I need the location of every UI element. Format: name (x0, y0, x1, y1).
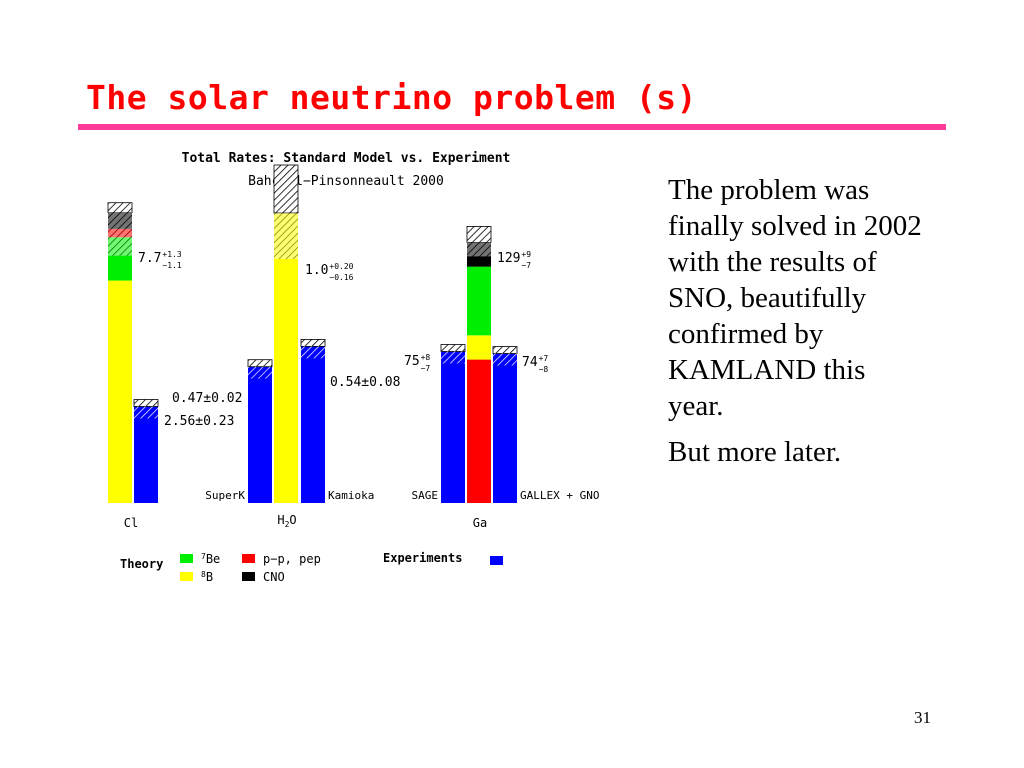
paragraph-solution: The problem was finally solved in 2002 w… (668, 174, 922, 422)
group-ga-experiment-bar-1 (441, 351, 465, 503)
legend-label-cno: CNO (263, 570, 285, 584)
legend-label-pp_pep: p−p, pep (263, 552, 321, 566)
legend-swatch-cno (242, 572, 255, 581)
group-h2o-label: H2O (277, 513, 296, 529)
legend-swatch-pp_pep (242, 554, 255, 563)
group-ga-experiment-error-down-1 (441, 351, 465, 364)
group-ga-experiment-error-up-1 (440, 344, 466, 352)
group-h2o-experiment-label-1: 0.47±0.02 (172, 391, 242, 406)
group-h2o-experiment-bar-1 (248, 366, 272, 503)
group-ga-experiment-label-2-value: 74 (522, 355, 538, 370)
group-ga-theory-label-err-up: +9 (521, 250, 531, 259)
group-cl-label: Cl (124, 516, 138, 530)
group-ga-theory-error-up (466, 226, 492, 243)
group-h2o-experiment-label-2: 0.54±0.08 (330, 375, 400, 390)
group-h2o-experiment-error-up-1 (247, 359, 273, 368)
legend-experiments-title: Experiments (383, 551, 462, 565)
group-ga-theory-be7-bar (467, 266, 491, 336)
legend-theory-title: Theory (120, 557, 163, 571)
group-h2o-theory-error-down (274, 213, 298, 259)
group-ga-theory-error-down (467, 242, 491, 257)
chart-title: Total Rates: Standard Model vs. Experime… (182, 151, 511, 166)
slide-number: 31 (914, 708, 931, 727)
group-h2o-theory-label-value: 1.0 (305, 263, 328, 278)
group-ga-experiment-name-2: GALLEX + GNO (520, 489, 599, 502)
group-cl-experiment-error-down-1 (134, 406, 158, 419)
group-ga-experiment-label-1-value: 75 (404, 354, 420, 369)
slide-title: The solar neutrino problem (s) (86, 78, 698, 117)
group-h2o-theory-error-up (273, 164, 299, 214)
group-cl-experiment-error-up-1 (133, 399, 159, 407)
paragraph-more-later: But more later. (668, 436, 842, 468)
group-cl-experiment-label-1: 2.56±0.23 (164, 414, 234, 429)
group-ga-label: Ga (473, 516, 487, 530)
legend-swatch-be7 (180, 554, 193, 563)
group-ga-experiment-label-1-err-down: −7 (421, 364, 431, 373)
group-ga-experiment-error-down-2 (493, 353, 517, 366)
group-h2o-experiment-error-up-2 (300, 338, 326, 347)
group-cl-theory-error-up (107, 202, 133, 214)
group-h2o-theory-label-err-up: +0.20 (329, 262, 353, 271)
group-h2o-experiment-bar-2 (301, 346, 325, 503)
legend-experiments-swatch (490, 556, 503, 565)
group-cl-experiment-bar-1 (134, 406, 158, 503)
group-h2o-experiment-name-1: SuperK (205, 489, 245, 502)
group-ga-theory-pp_pep-bar (467, 359, 491, 503)
group-cl-theory-error-down (108, 212, 132, 256)
group-ga-experiment-label-2-err-down: −8 (539, 365, 549, 374)
group-h2o-theory-label-err-down: −0.16 (329, 273, 353, 282)
group-cl-theory-label-err-down: −1.1 (162, 261, 181, 270)
legend-label-b8: 8B (201, 570, 213, 584)
group-h2o-experiment-error-down-1 (248, 366, 272, 379)
group-h2o-theory-b8-bar (274, 213, 298, 503)
legend-label-be7: 7Be (201, 552, 220, 566)
title-underline (78, 124, 946, 130)
group-ga-experiment-bar-2 (493, 353, 517, 503)
group-ga-theory-b8-bar (467, 335, 491, 360)
group-ga-experiment-name-1: SAGE (412, 489, 439, 502)
group-ga-theory-label-err-down: −7 (521, 261, 531, 270)
group-h2o-experiment-error-down-2 (301, 346, 325, 359)
group-cl-theory-b8-bar (108, 280, 132, 503)
group-ga-experiment-error-up-2 (492, 346, 518, 354)
side-text: The problem was finally solved in 2002 w… (668, 172, 928, 480)
group-ga-experiment-label-2-err-up: +7 (539, 354, 549, 363)
legend-swatch-b8 (180, 572, 193, 581)
group-cl-theory-label-value: 7.7 (138, 251, 161, 266)
group-cl-theory-label-err-up: +1.3 (162, 250, 181, 259)
group-h2o-experiment-name-2: Kamioka (328, 489, 374, 502)
group-ga-experiment-label-1-err-up: +8 (421, 353, 431, 362)
group-ga-theory-label-value: 129 (497, 251, 520, 266)
